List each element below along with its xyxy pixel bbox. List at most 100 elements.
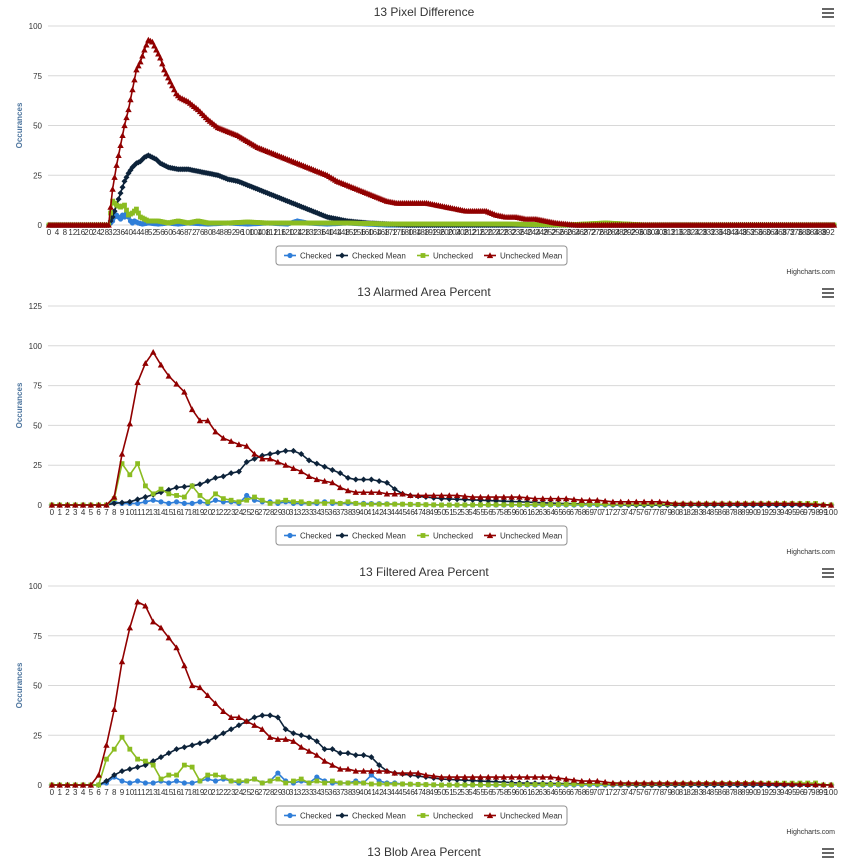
data-point [72, 781, 79, 788]
chart-menu-icon[interactable] [818, 285, 838, 301]
data-point [298, 732, 305, 739]
legend-item-unchecked-mean[interactable]: Unchecked Mean [484, 252, 562, 261]
data-point [361, 780, 366, 786]
data-point [796, 500, 804, 507]
x-tick-label: 25 [242, 508, 251, 517]
data-point [205, 499, 211, 505]
data-point [368, 767, 375, 774]
chart-menu-icon[interactable] [818, 845, 838, 861]
x-tick-label: 63 [538, 788, 547, 797]
x-tick-label: 59 [507, 788, 516, 797]
x-tick-label: 84 [211, 228, 220, 237]
data-point [438, 492, 445, 499]
data-point [196, 481, 203, 488]
data-point [548, 782, 553, 787]
legend-item-checked[interactable]: Checked [284, 532, 332, 541]
data-point [252, 776, 257, 782]
legend-item-checked-mean[interactable]: Checked Mean [336, 252, 406, 261]
data-point [282, 726, 289, 733]
chart-menu-icon[interactable] [818, 565, 838, 581]
x-tick-label: 1 [57, 508, 62, 517]
legend-item-unchecked[interactable]: Unchecked [417, 252, 473, 261]
data-point [134, 598, 141, 605]
data-point [291, 499, 296, 505]
data-point [212, 700, 219, 707]
data-point [540, 502, 546, 507]
x-tick-label: 8 [112, 508, 117, 517]
data-point [119, 132, 126, 139]
y-tick-label: 50 [33, 122, 42, 131]
x-tick-label: 20 [84, 228, 93, 237]
data-point [470, 502, 476, 508]
x-tick-label: 44 [390, 788, 399, 797]
data-point [368, 489, 375, 495]
data-point [407, 769, 414, 776]
x-tick-label: 176 [392, 228, 406, 237]
legend-item-unchecked-mean[interactable]: Unchecked Mean [484, 812, 562, 821]
legend-item-unchecked[interactable]: Unchecked [417, 812, 473, 821]
x-tick-label: 80 [204, 228, 213, 237]
x-tick-label: 40 [124, 228, 133, 237]
y-tick-label: 25 [33, 171, 42, 180]
data-point [135, 778, 141, 784]
data-point [726, 500, 734, 507]
legend-label: Checked [300, 812, 332, 821]
x-tick-label: 21 [211, 788, 220, 797]
data-point [282, 462, 289, 468]
data-point [251, 450, 258, 457]
x-tick-label: 85 [710, 508, 719, 517]
x-tick-label: 53 [460, 788, 469, 797]
x-tick-label: 91 [757, 508, 766, 517]
x-tick-label: 324 [686, 228, 700, 237]
data-point [150, 780, 156, 786]
data-point [415, 502, 421, 507]
data-point [124, 207, 129, 213]
chart-menu-icon[interactable] [818, 5, 838, 21]
x-tick-label: 71 [601, 788, 610, 797]
data-point [407, 501, 413, 507]
legend-item-checked-mean[interactable]: Checked Mean [336, 532, 406, 541]
legend-item-unchecked[interactable]: Unchecked [417, 532, 473, 541]
legend-item-checked[interactable]: Checked [284, 812, 332, 821]
data-point [679, 779, 687, 786]
x-tick-label: 77 [647, 508, 656, 517]
data-point [337, 484, 344, 491]
legend-item-unchecked-mean[interactable]: Unchecked Mean [484, 532, 562, 541]
data-point [726, 779, 734, 786]
data-point [773, 780, 780, 787]
x-tick-label: 3 [73, 508, 78, 517]
x-tick-label: 33 [305, 788, 314, 797]
data-point [781, 500, 788, 507]
data-point [446, 773, 453, 780]
y-tick-label: 75 [33, 632, 42, 641]
x-tick-label: 43 [383, 788, 392, 797]
data-point [509, 782, 515, 788]
x-tick-label: 224 [487, 228, 501, 237]
data-point [517, 502, 522, 508]
data-point [197, 778, 203, 784]
y-tick-label: 125 [29, 302, 43, 311]
x-tick-label: 37 [336, 508, 345, 517]
x-tick-label: 38 [344, 788, 353, 797]
y-tick-label: 0 [38, 501, 43, 510]
y-tick-label: 50 [33, 421, 42, 430]
data-point [96, 782, 102, 788]
data-point [189, 764, 195, 770]
legend-item-checked[interactable]: Checked [284, 252, 332, 261]
x-tick-label: 45 [398, 508, 407, 517]
x-tick-label: 74 [624, 508, 633, 517]
credits-link[interactable]: Highcharts.com [786, 269, 835, 276]
credits-link[interactable]: Highcharts.com [786, 549, 835, 556]
x-tick-label: 43 [383, 508, 392, 517]
x-tick-label: 192 [424, 228, 438, 237]
data-point [571, 781, 577, 787]
legend-item-checked-mean[interactable]: Checked Mean [336, 812, 406, 821]
data-point [454, 776, 461, 783]
data-point [126, 766, 133, 773]
credits-link[interactable]: Highcharts.com [786, 829, 835, 836]
data-point [400, 781, 405, 787]
data-point [555, 774, 562, 781]
x-tick-label: 6 [96, 788, 101, 797]
x-tick-label: 232 [503, 228, 517, 237]
data-point [259, 497, 265, 503]
